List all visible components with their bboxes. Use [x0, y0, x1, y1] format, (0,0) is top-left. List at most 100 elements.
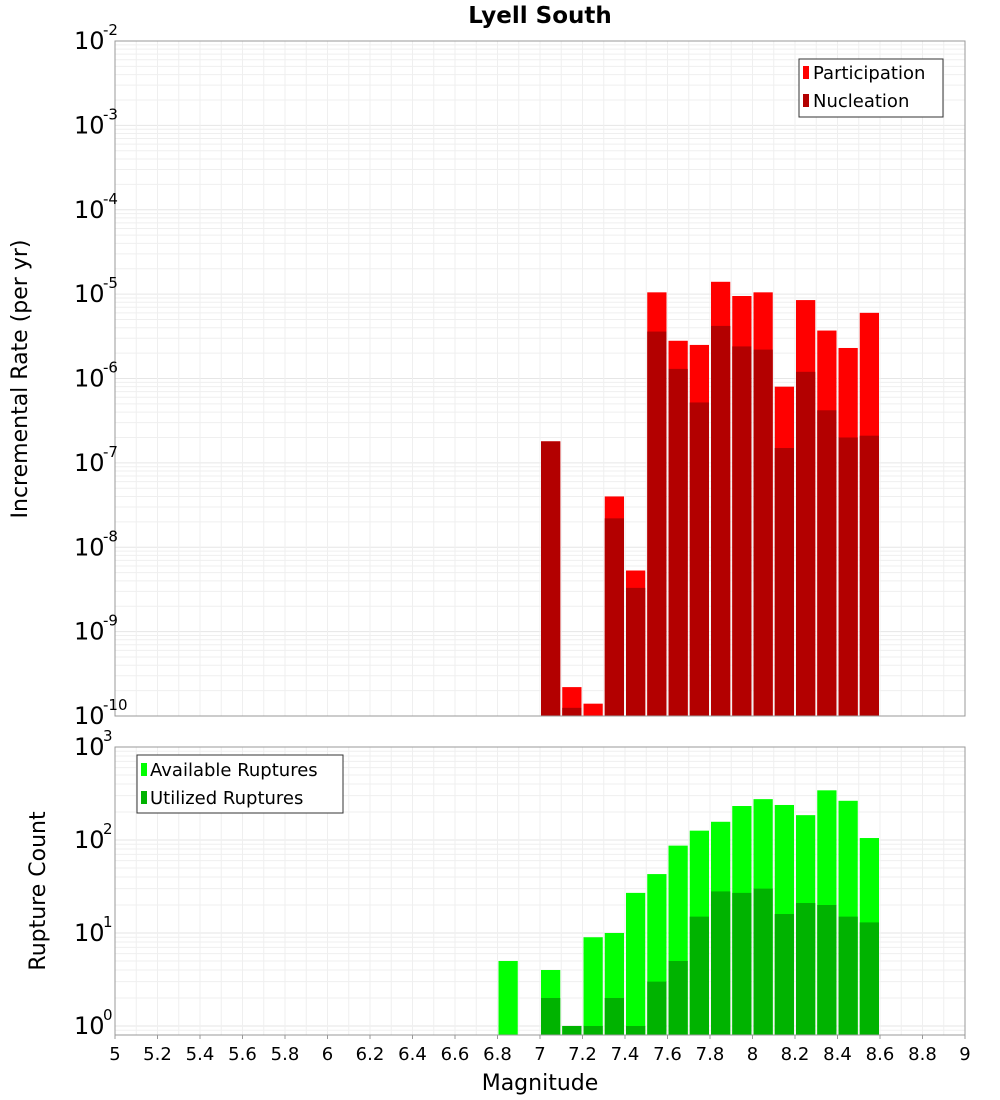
- x-tick-label: 7.6: [653, 1044, 682, 1065]
- y-tick-exponent: 0: [103, 1006, 113, 1024]
- y-tick-exponent: -10: [103, 696, 128, 714]
- y-tick-exponent: 3: [103, 727, 113, 745]
- bar-nucleation: [562, 707, 582, 716]
- top-panel-frame: [114, 40, 966, 717]
- top-panel-y-axis-label: Incremental Rate (per yr): [8, 240, 33, 519]
- bar-utilized-ruptures: [689, 916, 709, 1035]
- bar-nucleation: [647, 331, 667, 716]
- x-tick-label: 6.6: [441, 1044, 470, 1065]
- x-tick-label: 6.8: [483, 1044, 512, 1065]
- x-tick-label: 8.4: [823, 1044, 852, 1065]
- bar-utilized-ruptures: [711, 891, 731, 1035]
- y-tick-exponent: -7: [103, 443, 118, 461]
- y-tick-exponent: -3: [103, 105, 118, 123]
- x-tick-label: 5: [109, 1044, 120, 1065]
- bar-available-ruptures: [583, 937, 603, 1035]
- legend-label-utilized-ruptures: Utilized Ruptures: [150, 788, 303, 809]
- legend-swatch-available-ruptures: [141, 763, 147, 776]
- bar-utilized-ruptures: [562, 1025, 582, 1035]
- bar-utilized-ruptures: [753, 888, 773, 1035]
- y-tick-label: 10: [74, 702, 105, 730]
- y-tick-label: 10: [74, 733, 105, 761]
- bar-utilized-ruptures: [796, 903, 816, 1035]
- y-tick-exponent: 1: [103, 913, 113, 931]
- legend-label-participation: Participation: [813, 63, 925, 84]
- bar-nucleation: [859, 435, 879, 716]
- x-tick-label: 8.2: [781, 1044, 810, 1065]
- y-tick-exponent: -9: [103, 612, 118, 630]
- x-tick-label: 5.2: [143, 1044, 172, 1065]
- bar-available-ruptures: [626, 892, 646, 1035]
- y-tick-label: 10: [74, 196, 105, 224]
- x-tick-label: 7.2: [568, 1044, 597, 1065]
- bar-nucleation: [796, 371, 816, 716]
- legend-swatch-utilized-ruptures: [141, 791, 147, 804]
- x-tick-label: 5.6: [228, 1044, 257, 1065]
- y-tick-label: 10: [74, 280, 105, 308]
- bottom-panel-bars: [498, 790, 879, 1035]
- bar-nucleation: [689, 402, 709, 716]
- bar-utilized-ruptures: [668, 960, 688, 1035]
- bar-utilized-ruptures: [626, 1025, 646, 1035]
- x-tick-label: 8.6: [866, 1044, 895, 1065]
- chart-title: Lyell South: [468, 3, 612, 29]
- y-tick-exponent: -2: [103, 21, 118, 39]
- bar-nucleation: [753, 349, 773, 716]
- bar-nucleation: [774, 448, 794, 716]
- bar-utilized-ruptures: [583, 1025, 603, 1035]
- y-tick-label: 10: [74, 365, 105, 393]
- bar-utilized-ruptures: [838, 916, 858, 1035]
- y-tick-label: 10: [74, 919, 105, 947]
- bar-utilized-ruptures: [604, 997, 624, 1035]
- y-tick-exponent: 2: [103, 820, 113, 838]
- x-tick-label: 6: [322, 1044, 333, 1065]
- x-tick-label: 9: [959, 1044, 970, 1065]
- legend-label-nucleation: Nucleation: [813, 91, 909, 112]
- y-tick-exponent: -8: [103, 527, 118, 545]
- y-tick-label: 10: [74, 111, 105, 139]
- y-tick-label: 10: [74, 618, 105, 646]
- x-tick-label: 7.4: [611, 1044, 640, 1065]
- bar-nucleation: [732, 346, 752, 716]
- bottom-panel-legend: Available Ruptures Utilized Ruptures: [136, 754, 344, 814]
- y-tick-exponent: -5: [103, 274, 118, 292]
- x-tick-label: 6.2: [356, 1044, 385, 1065]
- y-tick-label: 10: [74, 826, 105, 854]
- bottom-panel-y-axis-label: Rupture Count: [26, 811, 51, 971]
- bar-nucleation: [626, 587, 646, 716]
- x-tick-label: 6.4: [398, 1044, 427, 1065]
- bar-participation: [583, 703, 603, 716]
- bar-nucleation: [817, 410, 837, 716]
- x-tick-label: 7.8: [696, 1044, 725, 1065]
- legend-label-available-ruptures: Available Ruptures: [150, 760, 318, 781]
- legend-box: [136, 754, 344, 814]
- y-tick-label: 10: [74, 533, 105, 561]
- x-axis-label: Magnitude: [482, 1071, 599, 1096]
- y-tick-label: 10: [74, 27, 105, 55]
- x-tick-label: 8.8: [908, 1044, 937, 1065]
- x-tick-label: 5.4: [186, 1044, 215, 1065]
- legend-swatch-participation: [803, 66, 809, 79]
- bar-utilized-ruptures: [817, 904, 837, 1035]
- x-tick-label: 5.8: [271, 1044, 300, 1065]
- x-tick-label: 7: [534, 1044, 545, 1065]
- y-tick-exponent: -4: [103, 190, 118, 208]
- bottom-panel-x-ticks: 5 5.2 5.4 5.6 5.8 6 6.2 6.4 6.6 6.8 7 7.2 7.4 7.6 7.8 8…: [109, 1035, 971, 1065]
- bar-utilized-ruptures: [541, 997, 561, 1035]
- top-panel-legend: Participation Nucleation: [798, 58, 944, 118]
- bar-nucleation: [604, 518, 624, 716]
- top-panel-bars: [541, 281, 879, 716]
- bar-available-ruptures: [498, 960, 518, 1035]
- bar-utilized-ruptures: [859, 922, 879, 1035]
- bar-nucleation: [668, 368, 688, 716]
- top-panel-gridlines: [114, 40, 966, 717]
- y-tick-label: 10: [74, 449, 105, 477]
- x-tick-label: 8: [747, 1044, 758, 1065]
- bar-nucleation: [711, 325, 731, 716]
- bar-nucleation: [838, 437, 858, 716]
- bar-utilized-ruptures: [774, 914, 794, 1035]
- bar-nucleation: [541, 441, 561, 716]
